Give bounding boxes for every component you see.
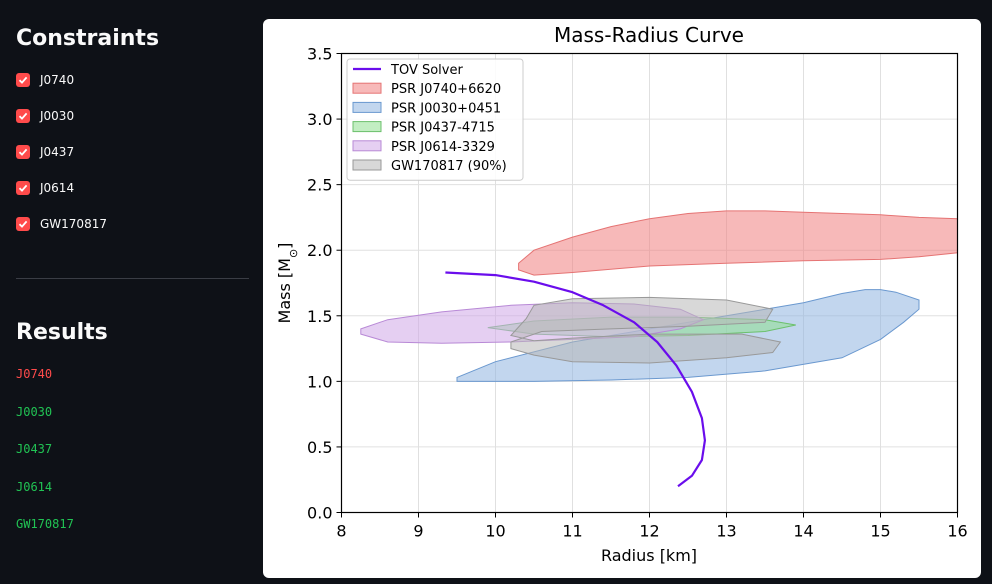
region-polygon bbox=[509, 296, 782, 364]
x-tick-label: 13 bbox=[716, 522, 736, 541]
checkbox-checked-icon[interactable] bbox=[16, 217, 30, 231]
x-tick-label: 12 bbox=[639, 522, 659, 541]
checkbox-label: J0437 bbox=[40, 145, 75, 159]
legend-entry-label: PSR J0437-4715 bbox=[391, 121, 495, 136]
y-tick-label: 2.5 bbox=[307, 176, 332, 195]
checkbox-label: J0740 bbox=[40, 73, 75, 87]
sidebar: Constraints J0740 J0030 J0437 J0614 bbox=[0, 0, 262, 584]
tov-solver-line bbox=[445, 271, 706, 488]
y-tick-label: 3.0 bbox=[307, 110, 332, 129]
y-axis-label-main: Mass [M bbox=[275, 258, 294, 323]
legend-entry-label: PSR J0614-3329 bbox=[391, 140, 495, 155]
x-tick-label: 10 bbox=[485, 522, 505, 541]
y-tick-label: 3.5 bbox=[307, 45, 332, 64]
y-axis-ticks: 0.0 0.5 1.0 1.5 2.0 2.5 3.0 3.5 bbox=[307, 45, 342, 523]
result-gw170817: GW170817 bbox=[16, 517, 74, 531]
legend-patch-swatch bbox=[352, 121, 382, 133]
mass-radius-chart: Mass-Radius Curve 8 9 10 11 12 13 14 15 16 0.00.… bbox=[275, 23, 968, 565]
legend-entry-label: PSR J0740+6620 bbox=[391, 82, 501, 97]
chart-lines bbox=[445, 271, 706, 488]
legend-patch-swatch bbox=[352, 82, 382, 94]
checkbox-checked-icon[interactable] bbox=[16, 109, 30, 123]
legend-box bbox=[346, 58, 524, 181]
sidebar-divider bbox=[16, 278, 249, 279]
result-j0740: J0740 bbox=[16, 367, 53, 381]
result-j0030: J0030 bbox=[16, 405, 53, 419]
x-tick-label: 9 bbox=[413, 522, 423, 541]
legend-entry-label: TOV Solver bbox=[390, 63, 463, 78]
x-tick-label: 16 bbox=[947, 522, 967, 541]
checkbox-checked-icon[interactable] bbox=[16, 181, 30, 195]
y-axis-label: Mass [M⊙] bbox=[275, 243, 300, 324]
y-tick-label: 2.0 bbox=[307, 241, 332, 260]
x-axis-ticks: 8 9 10 11 12 13 14 15 16 bbox=[336, 512, 968, 541]
x-tick-label: 15 bbox=[870, 522, 890, 541]
x-axis-label: Radius [km] bbox=[601, 546, 697, 565]
legend-entry-label: GW170817 (90%) bbox=[391, 159, 507, 174]
legend-patch-swatch bbox=[352, 159, 382, 171]
x-tick-label: 8 bbox=[336, 522, 346, 541]
chart-title: Mass-Radius Curve bbox=[554, 23, 744, 47]
chart-regions bbox=[360, 210, 958, 382]
legend-entry-label: PSR J0030+0451 bbox=[391, 101, 501, 116]
x-tick-label: 11 bbox=[562, 522, 582, 541]
checkbox-checked-icon[interactable] bbox=[16, 73, 30, 87]
checkbox-j0614[interactable]: J0614 bbox=[16, 180, 74, 196]
checkbox-j0030[interactable]: J0030 bbox=[16, 108, 74, 124]
checkbox-gw170817[interactable]: GW170817 bbox=[16, 216, 107, 232]
x-tick-label: 14 bbox=[793, 522, 813, 541]
chart-card: Mass-Radius Curve 8 9 10 11 12 13 14 15 16 0.0 0.… bbox=[263, 19, 981, 578]
checkbox-j0437[interactable]: J0437 bbox=[16, 144, 74, 160]
chart-legend: TOV Solver PSR J0740+6620 PSR J0030+0451 PS… bbox=[346, 58, 524, 181]
checkbox-label: GW170817 bbox=[40, 217, 107, 231]
legend-patch-swatch bbox=[352, 101, 382, 113]
y-tick-label: 1.0 bbox=[307, 372, 332, 391]
checkbox-checked-icon[interactable] bbox=[16, 145, 30, 159]
y-tick-label: 1.5 bbox=[307, 307, 332, 326]
checkbox-label: J0030 bbox=[40, 109, 75, 123]
y-axis-label-sub: ⊙ bbox=[287, 249, 300, 258]
results-heading: Results bbox=[16, 320, 108, 345]
checkbox-label: J0614 bbox=[40, 181, 75, 195]
y-tick-label: 0.5 bbox=[307, 438, 332, 457]
legend-patch-swatch bbox=[352, 140, 382, 152]
checkbox-j0740[interactable]: J0740 bbox=[16, 72, 74, 88]
y-axis-label-close: ] bbox=[275, 243, 294, 249]
result-j0614: J0614 bbox=[16, 480, 53, 494]
y-tick-label: 0.0 bbox=[307, 504, 332, 523]
region-polygon bbox=[518, 210, 958, 276]
result-j0437: J0437 bbox=[16, 442, 53, 456]
constraints-heading: Constraints bbox=[16, 26, 160, 51]
